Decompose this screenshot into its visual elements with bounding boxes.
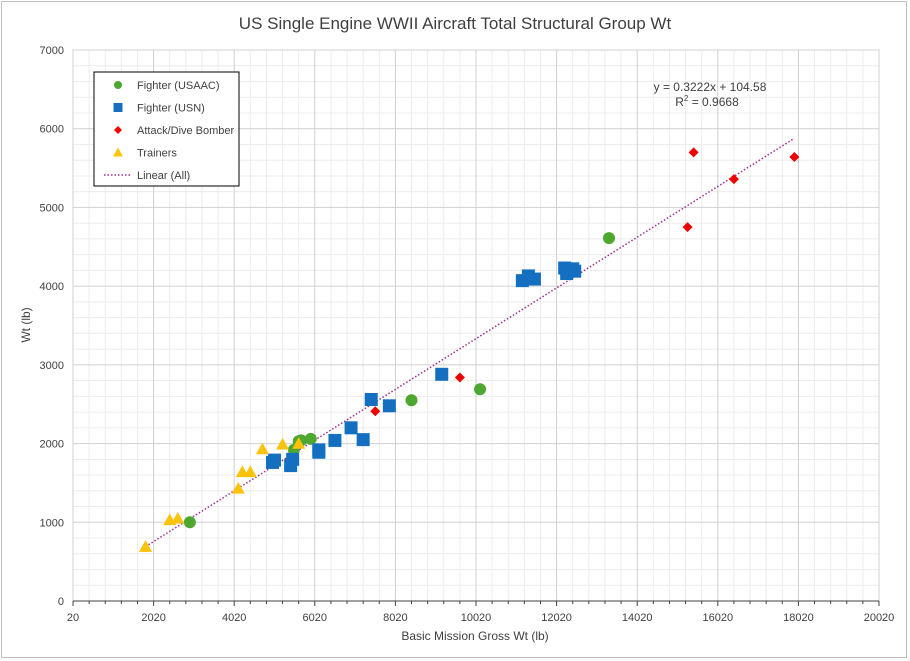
attack-dive-bomber-point xyxy=(370,406,381,417)
x-tick-label: 20020 xyxy=(864,612,895,624)
trendline-group xyxy=(145,137,795,548)
trainers-point xyxy=(276,437,290,450)
y-tick-label: 7000 xyxy=(40,45,64,57)
fighter-usn-point xyxy=(328,433,342,447)
r-squared-label: R xyxy=(675,95,684,109)
fighter-usn-point xyxy=(286,452,300,466)
attack-dive-bomber-point xyxy=(454,372,465,383)
x-tick-label: 8020 xyxy=(383,612,407,624)
legend-label-linear-all: Linear (All) xyxy=(137,170,190,182)
y-tick-label: 2000 xyxy=(40,439,64,451)
fighter-usn-point xyxy=(435,367,449,381)
fighter-usn-point xyxy=(527,272,541,286)
trainers-point xyxy=(139,540,153,552)
x-tick-label: 6020 xyxy=(303,612,327,624)
legend-marker-trainers xyxy=(113,147,123,157)
x-tick-label: 14020 xyxy=(622,612,653,624)
legend-label-fighter-usaac: Fighter (USAAC) xyxy=(137,80,220,92)
fighter-usaac-point xyxy=(183,516,196,529)
x-tick-label: 10020 xyxy=(461,612,492,624)
fighter-usn-point xyxy=(568,264,582,278)
x-tick-label: 12020 xyxy=(541,612,572,624)
fighter-usaac-point xyxy=(474,383,487,396)
legend-label-attack-dive-bomber: Attack/Dive Bomber xyxy=(137,125,235,137)
trendline xyxy=(145,137,795,548)
trendline-equation: y = 0.3222x + 104.58 xyxy=(654,80,767,94)
fighter-usn-point xyxy=(364,392,378,406)
fighter-usaac-point xyxy=(405,394,418,407)
x-axis-title: Basic Mission Gross Wt (lb) xyxy=(401,629,548,643)
attack-dive-bomber-point xyxy=(682,222,693,233)
data-points xyxy=(139,147,800,552)
x-axis-tick-labels: 20 2020 4020 6020 8020 10020 12020 14020 16020 18… xyxy=(67,612,894,624)
x-tick-label: 18020 xyxy=(783,612,814,624)
trainers-point xyxy=(243,465,257,478)
r-squared-superscript: 2 xyxy=(684,94,689,103)
y-axis-title: Wt (lb) xyxy=(19,307,33,342)
trainers-point xyxy=(171,511,185,524)
fighter-usaac-point xyxy=(602,232,615,245)
y-tick-label: 6000 xyxy=(40,124,64,136)
attack-dive-bomber-point xyxy=(688,147,699,158)
axes xyxy=(72,600,880,606)
y-tick-label: 1000 xyxy=(40,517,64,529)
fighter-usn-point xyxy=(356,433,370,447)
trainers-point xyxy=(292,437,306,449)
y-tick-label: 5000 xyxy=(40,202,64,214)
trendline-r-squared: R2 = 0.9668 xyxy=(675,94,739,109)
attack-dive-bomber-point xyxy=(789,152,800,163)
fighter-usn-point xyxy=(312,443,326,457)
y-tick-label: 0 xyxy=(58,596,64,608)
x-tick-label: 4020 xyxy=(222,612,246,624)
fighter-usn-point xyxy=(382,399,396,413)
legend-marker-fighter-usaac xyxy=(114,81,122,89)
legend-label-trainers: Trainers xyxy=(137,148,177,160)
attack-dive-bomber-point xyxy=(728,174,739,185)
y-tick-label: 4000 xyxy=(40,281,64,293)
y-axis-tick-labels: 0 1000 2000 3000 4000 5000 6000 7000 xyxy=(40,45,64,608)
chart-title: US Single Engine WWII Aircraft Total Str… xyxy=(239,14,672,33)
x-tick-label: 2020 xyxy=(141,612,165,624)
legend-label-fighter-usn: Fighter (USN) xyxy=(137,103,205,115)
fighter-usaac-point xyxy=(304,432,317,445)
fighter-usn-point xyxy=(268,453,281,467)
fighter-usn-point xyxy=(344,421,358,435)
trainers-point xyxy=(255,442,269,455)
y-tick-label: 3000 xyxy=(40,360,64,372)
x-tick-label: 16020 xyxy=(703,612,734,624)
legend-marker-fighter-usn xyxy=(113,103,123,112)
x-tick-label: 20 xyxy=(67,612,79,624)
legend: Fighter (USAAC) Fighter (USN) Attack/Dive … xyxy=(93,71,240,187)
r-squared-value: = 0.9668 xyxy=(688,95,739,109)
legend-marker-attack-dive-bomber xyxy=(114,126,122,134)
trainers-point xyxy=(231,481,245,494)
